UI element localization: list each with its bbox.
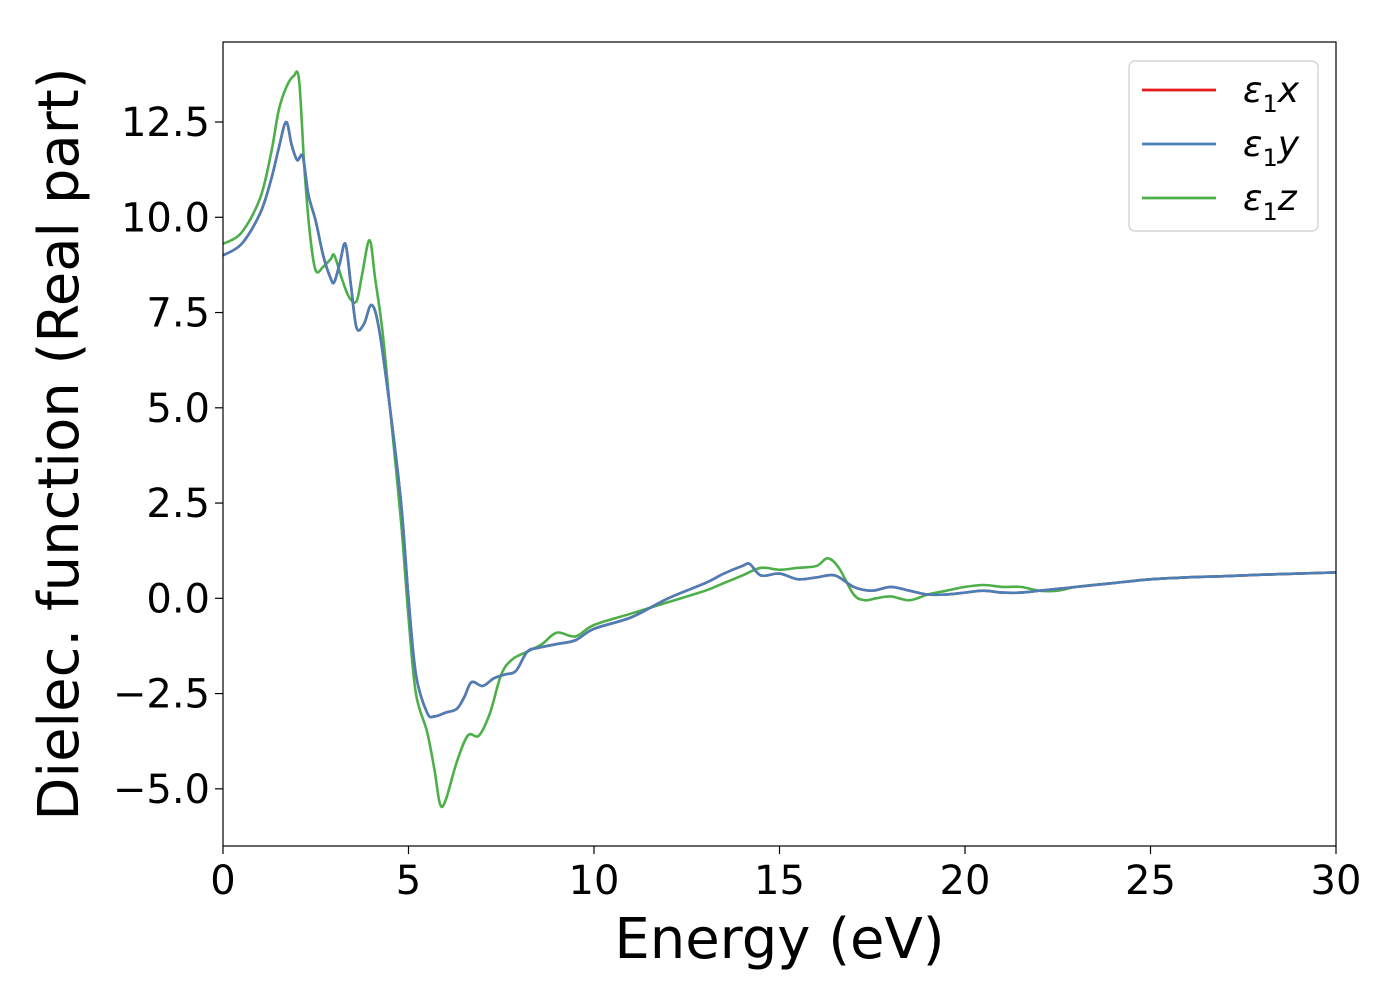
legend-entry-label: ε1x — [1243, 70, 1300, 118]
x-tick-label: 20 — [940, 858, 991, 904]
x-tick-label: 0 — [210, 858, 235, 904]
y-tick-label: 10.0 — [121, 195, 210, 241]
y-tick-label: 5.0 — [146, 386, 210, 432]
x-tick-label: 5 — [396, 858, 421, 904]
x-axis: 0 5 10 15 20 25 30 — [210, 846, 1361, 904]
plot-area-frame — [222, 41, 1337, 847]
x-tick-label: 15 — [754, 858, 805, 904]
x-axis-label: Energy (eV) — [614, 907, 944, 972]
series-layer — [223, 70, 1336, 809]
legend-label-subscript: 1 — [1262, 198, 1277, 226]
x-tick-label: 25 — [1125, 858, 1176, 904]
y-tick-label: 7.5 — [146, 291, 210, 337]
x-tick-label: 10 — [569, 858, 620, 904]
legend-label-base: ε — [1243, 70, 1262, 111]
legend-entry-label: ε1z — [1243, 178, 1298, 226]
y-tick-label: −5.0 — [113, 767, 210, 813]
y-tick-label: −2.5 — [113, 672, 210, 718]
legend-label-base: ε — [1243, 124, 1262, 165]
legend-label-subscript: 1 — [1262, 90, 1277, 118]
y-axis: −5.0 −2.5 0.0 2.5 5.0 7.5 10.0 12.5 — [113, 100, 223, 813]
x-tick-label: 30 — [1311, 858, 1362, 904]
legend-label-axis: y — [1277, 124, 1300, 165]
legend-label-axis: z — [1277, 178, 1298, 219]
y-tick-label: 12.5 — [121, 100, 210, 146]
y-tick-label: 2.5 — [146, 481, 210, 527]
legend-entry-label: ε1y — [1243, 124, 1300, 172]
legend-label-subscript: 1 — [1262, 144, 1277, 172]
series-line-2 — [223, 120, 1336, 719]
y-axis-label: Dielec. function (Real part) — [27, 67, 92, 820]
y-tick-label: 0.0 — [146, 576, 210, 622]
legend-frame — [1128, 60, 1319, 232]
legend-label-base: ε — [1243, 178, 1262, 219]
legend-label-axis: x — [1277, 70, 1300, 111]
